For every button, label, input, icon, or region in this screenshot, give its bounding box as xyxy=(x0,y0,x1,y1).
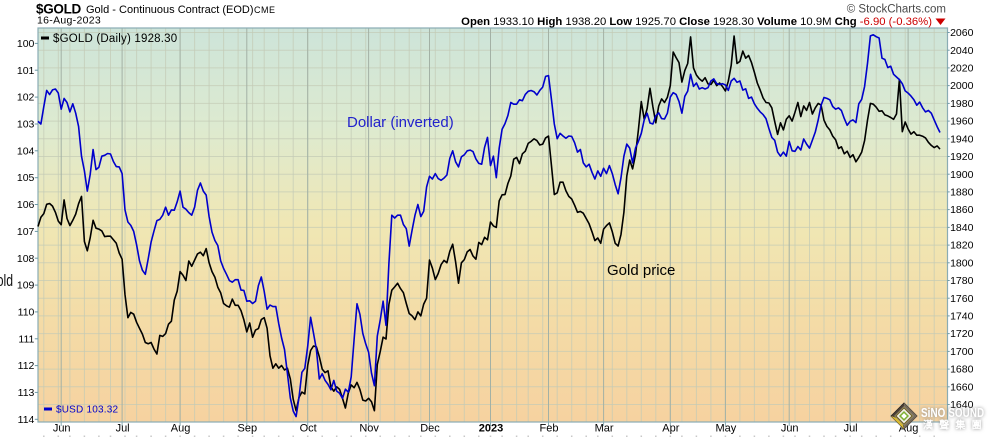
svg-text:1980: 1980 xyxy=(950,98,974,110)
svg-text:111: 111 xyxy=(18,333,34,345)
svg-text:Oct: Oct xyxy=(300,423,317,435)
svg-text:Gold price: Gold price xyxy=(607,262,675,279)
svg-text:1880: 1880 xyxy=(950,187,974,199)
svg-text:113: 113 xyxy=(18,387,35,399)
svg-text:107: 107 xyxy=(17,226,35,238)
svg-text:106: 106 xyxy=(17,199,35,211)
svg-text:漢聲集團: 漢聲集團 xyxy=(923,419,988,432)
svg-text:1920: 1920 xyxy=(950,151,974,163)
svg-text:Mar: Mar xyxy=(595,423,614,435)
svg-text:112: 112 xyxy=(18,360,35,372)
svg-text:2023: 2023 xyxy=(479,423,503,435)
svg-text:1760: 1760 xyxy=(950,293,974,305)
svg-text:Gold - Continuous Contract (EO: Gold - Continuous Contract (EOD) xyxy=(86,4,254,16)
svg-text:Feb: Feb xyxy=(540,423,559,435)
svg-text:$USD 103.32: $USD 103.32 xyxy=(56,405,118,416)
svg-text:101: 101 xyxy=(17,65,35,77)
svg-text:漢聲集團: 漢聲集團 xyxy=(923,419,988,432)
svg-text:$GOLD: $GOLD xyxy=(36,2,82,17)
svg-text:1840: 1840 xyxy=(950,222,974,234)
svg-text:© StockCharts.com: © StockCharts.com xyxy=(847,4,946,16)
svg-text:Sep: Sep xyxy=(238,423,258,435)
svg-text:110: 110 xyxy=(18,307,35,319)
svg-text:2020: 2020 xyxy=(950,63,974,75)
svg-text:Nov: Nov xyxy=(359,423,379,435)
svg-text:1640: 1640 xyxy=(950,399,974,411)
svg-text:2060: 2060 xyxy=(950,27,974,39)
svg-text:104: 104 xyxy=(17,145,35,157)
svg-text:SiNO SOUND: SiNO SOUND xyxy=(921,407,984,420)
svg-text:1720: 1720 xyxy=(950,328,974,340)
svg-text:102: 102 xyxy=(17,92,35,104)
svg-text:114: 114 xyxy=(18,414,35,426)
svg-text:1740: 1740 xyxy=(950,311,974,323)
svg-text:103: 103 xyxy=(17,119,35,131)
svg-text:1860: 1860 xyxy=(950,204,974,216)
svg-text:1680: 1680 xyxy=(950,364,974,376)
svg-text:CME: CME xyxy=(254,5,276,15)
svg-text:1960: 1960 xyxy=(950,116,974,128)
svg-text:1900: 1900 xyxy=(950,169,974,181)
svg-text:1940: 1940 xyxy=(950,133,974,145)
svg-text:Dec: Dec xyxy=(420,423,440,435)
svg-text:Jun: Jun xyxy=(53,423,71,435)
svg-text:100: 100 xyxy=(17,38,35,50)
svg-text:1800: 1800 xyxy=(950,257,974,269)
svg-text:$GOLD (Daily) 1928.30: $GOLD (Daily) 1928.30 xyxy=(53,33,177,45)
svg-text:SiNO SOUND: SiNO SOUND xyxy=(921,407,984,420)
svg-text:105: 105 xyxy=(17,172,35,184)
svg-text:2000: 2000 xyxy=(950,80,974,92)
svg-text:May: May xyxy=(716,423,737,435)
svg-text:Apr: Apr xyxy=(662,423,679,435)
svg-text:Aug: Aug xyxy=(171,423,191,435)
svg-text:Jul: Jul xyxy=(116,423,130,435)
svg-text:108: 108 xyxy=(17,253,35,265)
svg-text:Jun: Jun xyxy=(781,423,799,435)
svg-text:109: 109 xyxy=(17,280,35,292)
svg-text:1660: 1660 xyxy=(950,381,974,393)
svg-text:Jul: Jul xyxy=(844,423,858,435)
svg-text:Gold: Gold xyxy=(0,272,13,290)
svg-text:1700: 1700 xyxy=(950,346,974,358)
svg-text:16-Aug-2023: 16-Aug-2023 xyxy=(37,15,101,27)
svg-text:1780: 1780 xyxy=(950,275,974,287)
svg-text:2040: 2040 xyxy=(950,45,974,57)
svg-text:Open 1933.10 High 1938.20 Low: Open 1933.10 High 1938.20 Low 1925.70 Cl… xyxy=(461,16,932,28)
svg-text:Dollar (inverted): Dollar (inverted) xyxy=(347,114,454,131)
svg-text:1820: 1820 xyxy=(950,240,974,252)
